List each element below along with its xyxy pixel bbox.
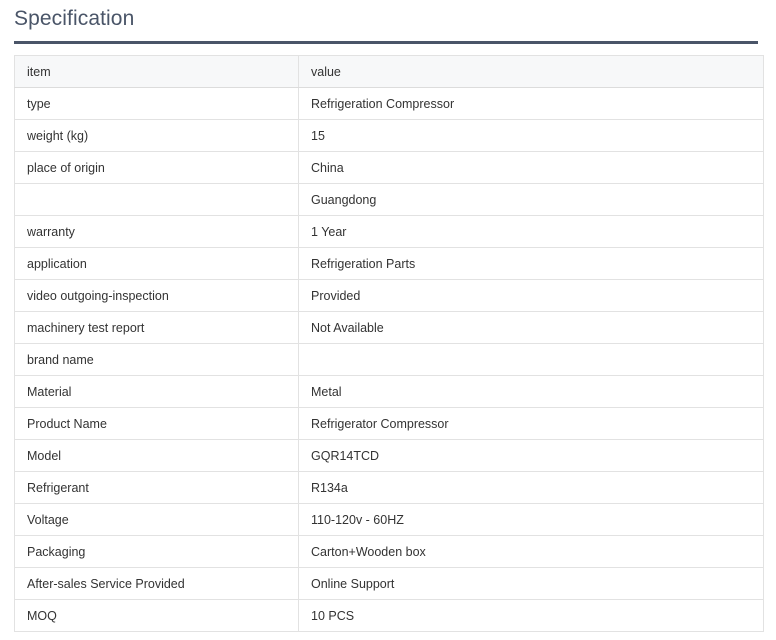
specification-table: item value type Refrigeration Compressor… (14, 55, 764, 632)
cell-value: Guangdong (298, 183, 764, 216)
table-row: place of origin China (14, 151, 764, 184)
title-divider (14, 41, 758, 44)
table-row: brand name (14, 343, 764, 376)
cell-item: machinery test report (14, 311, 299, 344)
cell-item: MOQ (14, 599, 299, 632)
table-row: type Refrigeration Compressor (14, 87, 764, 120)
table-header-row: item value (14, 55, 764, 88)
cell-value: Carton+Wooden box (298, 535, 764, 568)
page-title: Specification (14, 7, 135, 30)
table-row: warranty 1 Year (14, 215, 764, 248)
table-row: Refrigerant R134a (14, 471, 764, 504)
cell-item: type (14, 87, 299, 120)
column-header-item: item (14, 55, 299, 88)
cell-value: R134a (298, 471, 764, 504)
cell-value: GQR14TCD (298, 439, 764, 472)
table-row: weight (kg) 15 (14, 119, 764, 152)
table-row: machinery test report Not Available (14, 311, 764, 344)
table-row: video outgoing-inspection Provided (14, 279, 764, 312)
column-header-value: value (298, 55, 764, 88)
cell-item (14, 183, 299, 216)
cell-value: 1 Year (298, 215, 764, 248)
cell-value: China (298, 151, 764, 184)
cell-item: application (14, 247, 299, 280)
cell-value: Metal (298, 375, 764, 408)
cell-item: video outgoing-inspection (14, 279, 299, 312)
table-row: MOQ 10 PCS (14, 599, 764, 632)
cell-item: weight (kg) (14, 119, 299, 152)
cell-item: Refrigerant (14, 471, 299, 504)
cell-item: brand name (14, 343, 299, 376)
cell-item: warranty (14, 215, 299, 248)
cell-value: Refrigeration Compressor (298, 87, 764, 120)
cell-item: place of origin (14, 151, 299, 184)
table-row: application Refrigeration Parts (14, 247, 764, 280)
table-row: Material Metal (14, 375, 764, 408)
cell-value: Not Available (298, 311, 764, 344)
table-body: type Refrigeration Compressor weight (kg… (14, 87, 764, 632)
table-row: Model GQR14TCD (14, 439, 764, 472)
cell-value: 15 (298, 119, 764, 152)
cell-item: Product Name (14, 407, 299, 440)
cell-item: Material (14, 375, 299, 408)
table-row: Product Name Refrigerator Compressor (14, 407, 764, 440)
cell-value: Online Support (298, 567, 764, 600)
cell-value (298, 343, 764, 376)
cell-item: After-sales Service Provided (14, 567, 299, 600)
table-row: Guangdong (14, 183, 764, 216)
table-header: item value (14, 55, 764, 88)
specification-table-container: item value type Refrigeration Compressor… (14, 55, 764, 632)
cell-value: Provided (298, 279, 764, 312)
cell-item: Packaging (14, 535, 299, 568)
cell-value: 110-120v - 60HZ (298, 503, 764, 536)
table-row: After-sales Service Provided Online Supp… (14, 567, 764, 600)
table-row: Voltage 110-120v - 60HZ (14, 503, 764, 536)
table-row: Packaging Carton+Wooden box (14, 535, 764, 568)
cell-value: Refrigerator Compressor (298, 407, 764, 440)
cell-item: Voltage (14, 503, 299, 536)
cell-item: Model (14, 439, 299, 472)
cell-value: Refrigeration Parts (298, 247, 764, 280)
cell-value: 10 PCS (298, 599, 764, 632)
